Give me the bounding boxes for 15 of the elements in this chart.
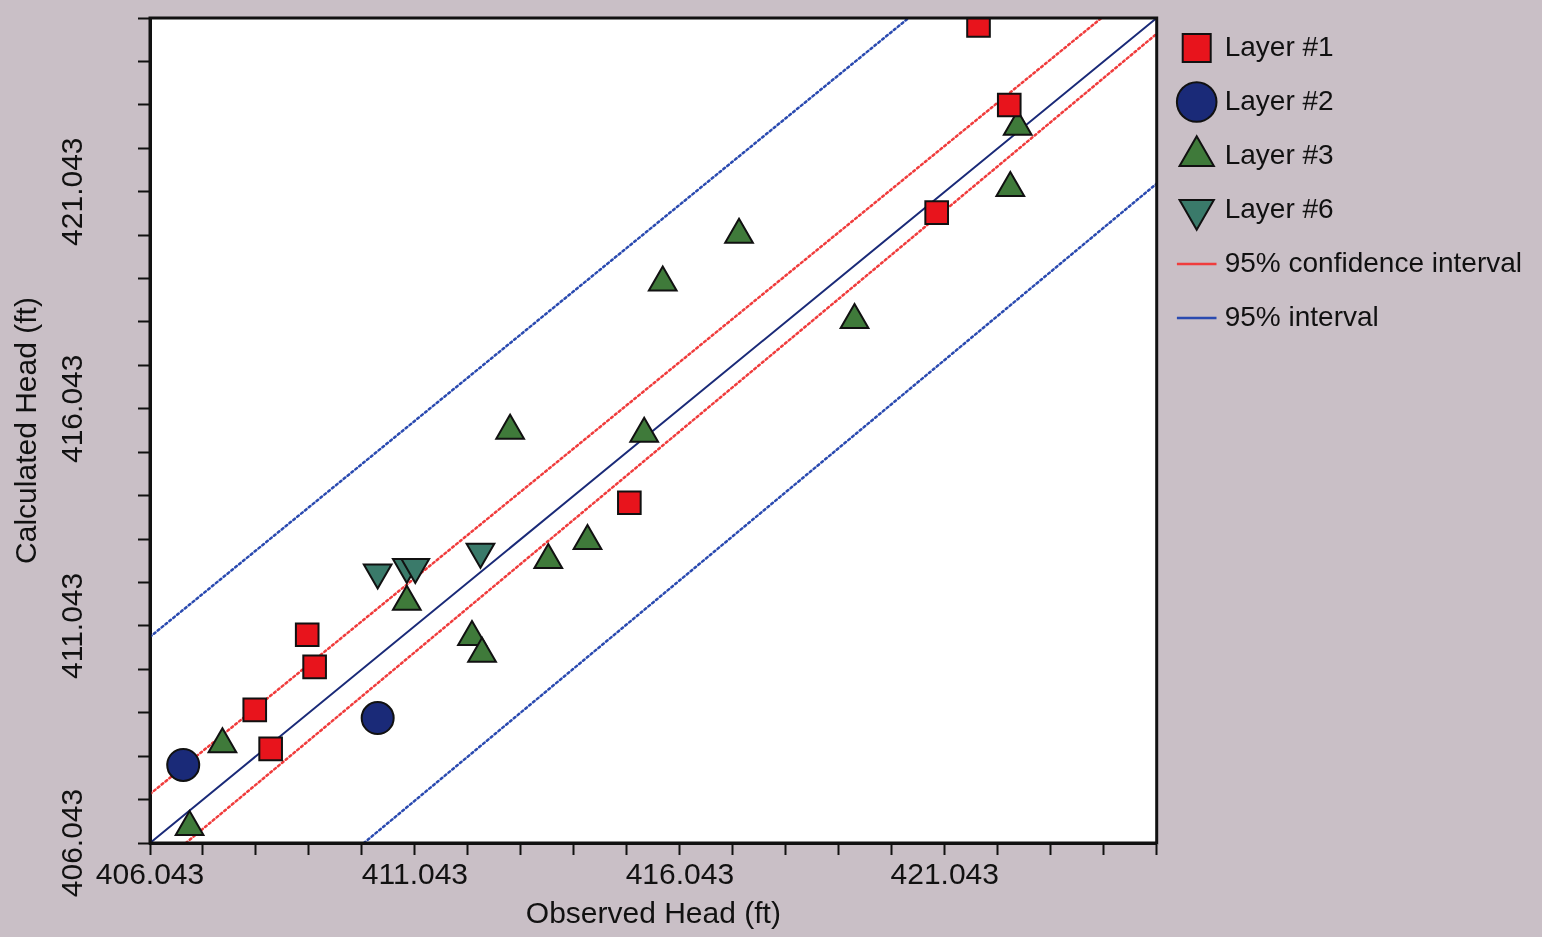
legend-label: Layer #6 xyxy=(1224,192,1334,224)
y-tick-label: 411.043 xyxy=(55,572,89,679)
legend-label: Layer #1 xyxy=(1224,30,1334,62)
x-tick-label: 406.043 xyxy=(95,857,205,891)
legend-label: Layer #3 xyxy=(1224,138,1334,170)
y-axis-title: Calculated Head (ft) xyxy=(9,297,43,564)
x-axis-title: Observed Head (ft) xyxy=(525,896,781,930)
legend-label: 95% interval xyxy=(1224,300,1379,332)
y-tick-label: 416.043 xyxy=(55,354,89,464)
x-tick-label: 421.043 xyxy=(890,857,999,891)
x-tick-label: 411.043 xyxy=(361,857,469,891)
x-tick-label: 416.043 xyxy=(625,857,735,891)
legend-label: 95% confidence interval xyxy=(1224,246,1522,278)
y-tick-label: 421.043 xyxy=(55,137,89,246)
legend-label: Layer #2 xyxy=(1224,84,1334,116)
